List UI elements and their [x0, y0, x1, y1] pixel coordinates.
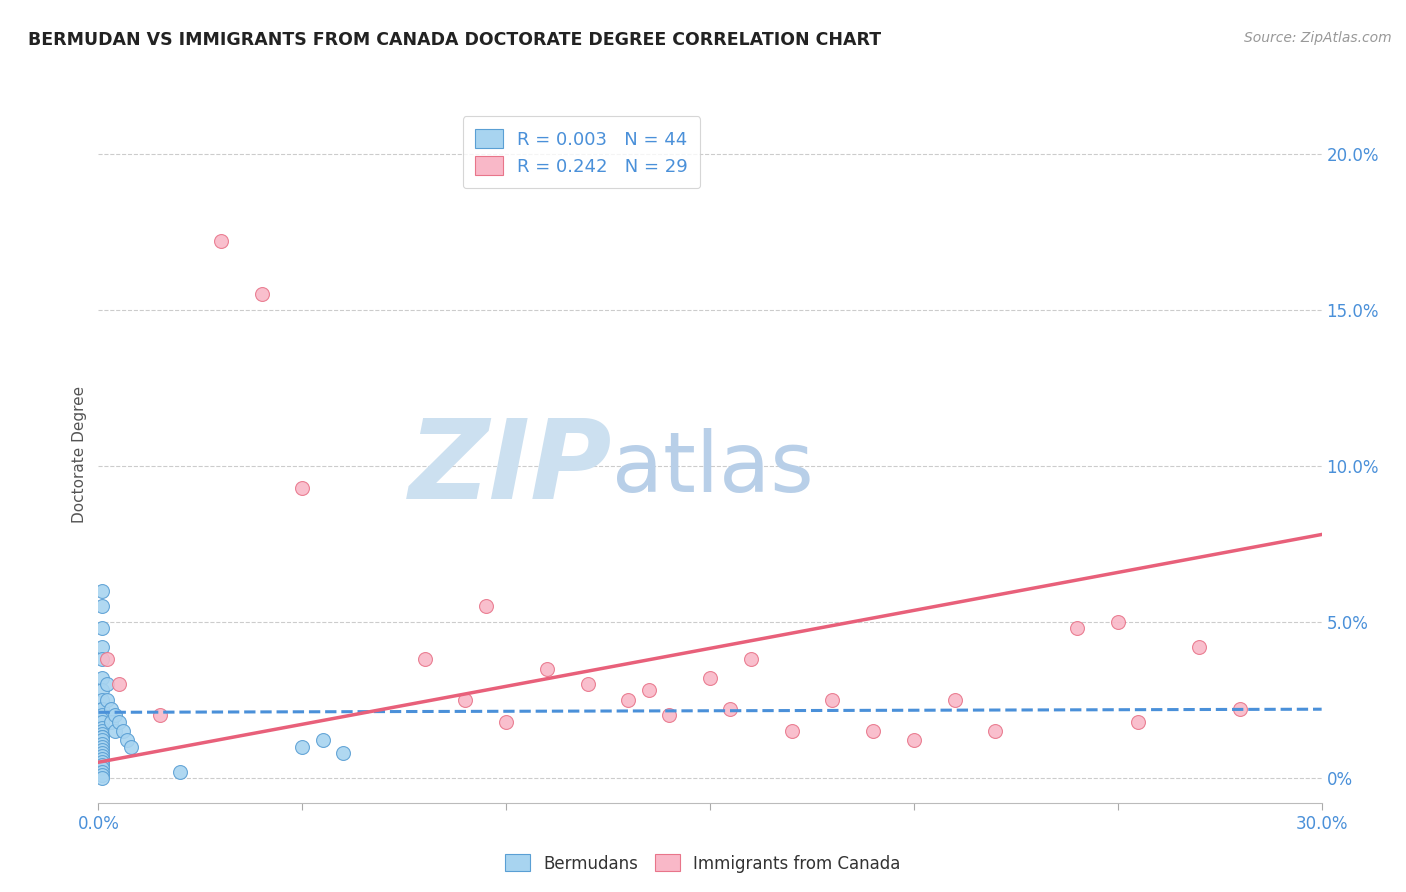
Point	[903, 733, 925, 747]
Point	[576, 677, 599, 691]
Point	[91, 762, 114, 776]
Point	[474, 599, 498, 614]
Point	[91, 721, 114, 735]
Point	[943, 693, 966, 707]
Point	[91, 731, 114, 745]
Point	[699, 671, 721, 685]
Legend: Bermudans, Immigrants from Canada: Bermudans, Immigrants from Canada	[499, 847, 907, 880]
Text: Source: ZipAtlas.com: Source: ZipAtlas.com	[1244, 31, 1392, 45]
Point	[454, 693, 477, 707]
Point	[100, 714, 122, 729]
Point	[740, 652, 762, 666]
Point	[96, 677, 118, 691]
Point	[1107, 615, 1129, 629]
Point	[1229, 702, 1251, 716]
Point	[91, 752, 114, 766]
Point	[91, 771, 114, 785]
Point	[91, 756, 114, 770]
Point	[91, 758, 114, 772]
Point	[104, 708, 127, 723]
Point	[91, 693, 114, 707]
Point	[1128, 714, 1150, 729]
Point	[108, 677, 131, 691]
Point	[149, 708, 172, 723]
Point	[1066, 621, 1088, 635]
Point	[91, 702, 114, 716]
Y-axis label: Doctorate Degree: Doctorate Degree	[72, 386, 87, 524]
Point	[332, 746, 354, 760]
Point	[638, 683, 661, 698]
Text: BERMUDAN VS IMMIGRANTS FROM CANADA DOCTORATE DEGREE CORRELATION CHART: BERMUDAN VS IMMIGRANTS FROM CANADA DOCTO…	[28, 31, 882, 49]
Point	[91, 724, 114, 739]
Point	[104, 724, 127, 739]
Point	[91, 746, 114, 760]
Point	[100, 702, 122, 716]
Point	[250, 287, 273, 301]
Point	[91, 764, 114, 779]
Point	[91, 640, 114, 654]
Point	[291, 739, 314, 754]
Point	[91, 749, 114, 764]
Point	[91, 621, 114, 635]
Point	[96, 693, 118, 707]
Point	[91, 727, 114, 741]
Point	[169, 764, 191, 779]
Point	[984, 724, 1007, 739]
Point	[120, 739, 142, 754]
Point	[91, 683, 114, 698]
Point	[91, 737, 114, 751]
Point	[780, 724, 803, 739]
Point	[91, 583, 114, 598]
Point	[108, 714, 131, 729]
Point	[1188, 640, 1211, 654]
Point	[720, 702, 742, 716]
Point	[115, 733, 138, 747]
Point	[312, 733, 335, 747]
Point	[862, 724, 884, 739]
Point	[209, 234, 232, 248]
Point	[96, 652, 118, 666]
Point	[821, 693, 844, 707]
Point	[536, 662, 558, 676]
Text: ZIP: ZIP	[409, 416, 612, 523]
Point	[91, 743, 114, 757]
Point	[91, 714, 114, 729]
Point	[91, 768, 114, 782]
Point	[495, 714, 517, 729]
Point	[91, 702, 114, 716]
Point	[91, 739, 114, 754]
Point	[91, 731, 114, 745]
Point	[91, 599, 114, 614]
Point	[413, 652, 436, 666]
Point	[291, 481, 314, 495]
Point	[91, 733, 114, 747]
Legend: R = 0.003   N = 44, R = 0.242   N = 29: R = 0.003 N = 44, R = 0.242 N = 29	[463, 116, 700, 188]
Point	[91, 671, 114, 685]
Text: atlas: atlas	[612, 428, 814, 509]
Point	[658, 708, 681, 723]
Point	[91, 652, 114, 666]
Point	[91, 708, 114, 723]
Point	[617, 693, 640, 707]
Point	[111, 724, 134, 739]
